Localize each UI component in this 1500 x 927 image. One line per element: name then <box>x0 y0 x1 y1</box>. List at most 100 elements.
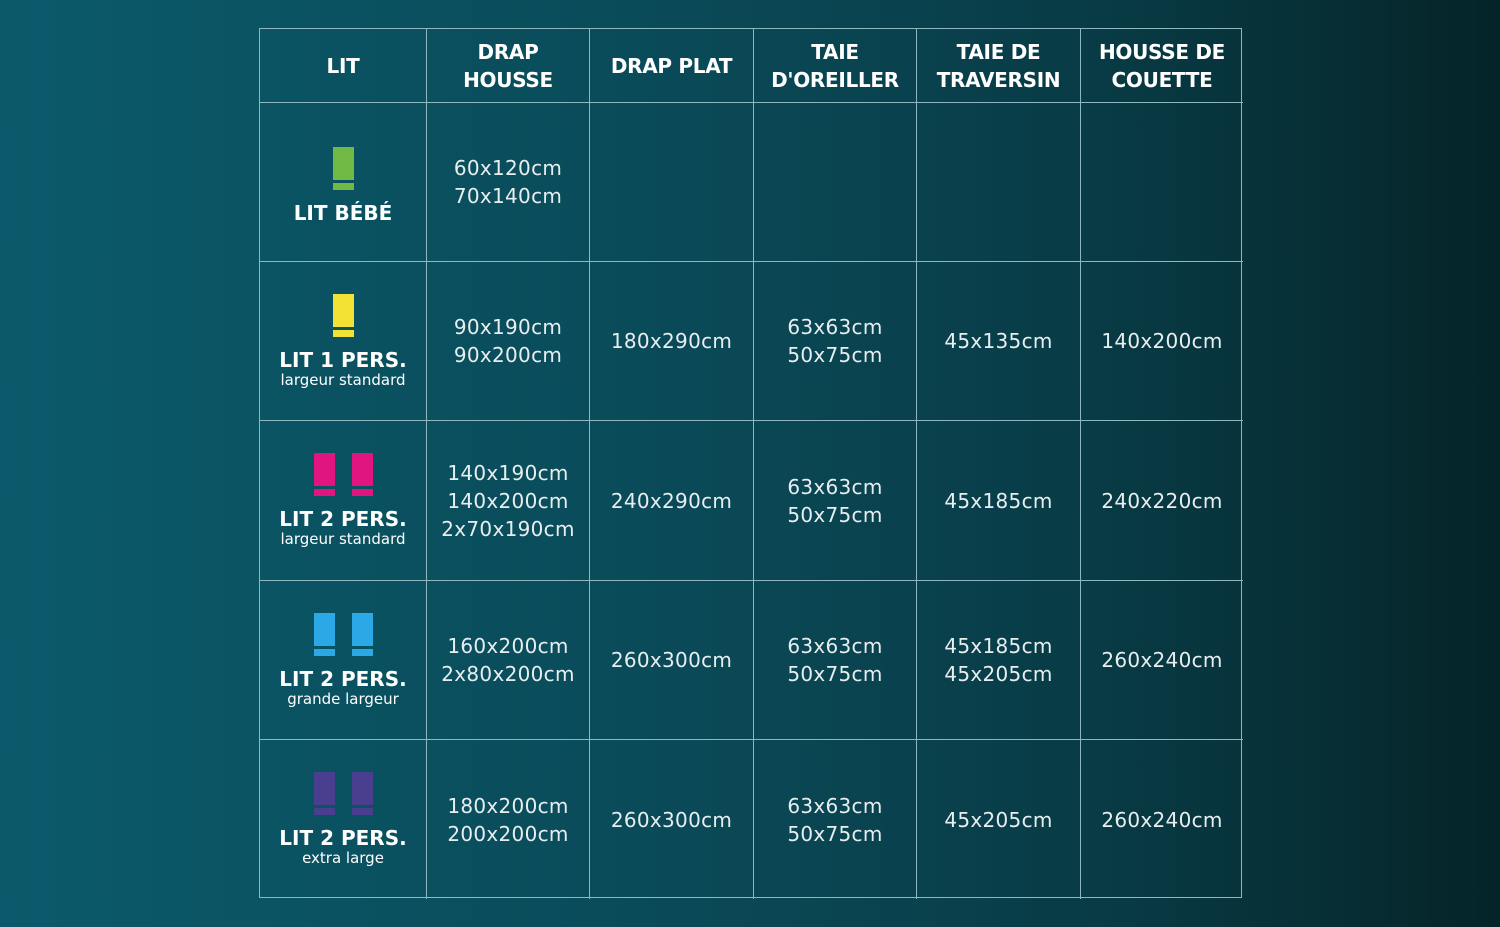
bed-footboard <box>313 489 335 496</box>
bed-footboard <box>351 808 373 815</box>
taie-traversin-cell: 45x185cm 45x205cm <box>917 581 1081 740</box>
drap-plat-cell: 180x290cm <box>590 262 754 421</box>
housse-couette-cell: 140x200cm <box>1081 262 1243 421</box>
housse-couette-cell: 240x220cm <box>1081 421 1243 581</box>
size-value: 90x190cm <box>453 315 563 339</box>
housse-couette-cell: 260x240cm <box>1081 581 1243 740</box>
bed-mattress <box>351 612 373 646</box>
size-value: 45x185cm <box>944 488 1053 513</box>
size-value: 63x63cm <box>787 793 883 818</box>
bed-footboard <box>313 648 335 656</box>
bed-type-cell: LIT BÉBÉ <box>260 103 427 262</box>
taie-oreiller-cell: 63x63cm 50x75cm <box>754 262 917 421</box>
bed-footboard <box>332 329 354 337</box>
bed-shape-icon <box>351 453 373 496</box>
bed-subtitle: extra large <box>302 849 384 867</box>
bed-mattress <box>351 772 373 805</box>
size-value: 50x75cm <box>787 502 883 527</box>
header-label: LIT <box>326 53 360 78</box>
size-value: 260x300cm <box>610 807 733 832</box>
size-value: 160x200cm <box>447 634 569 658</box>
size-value: 63x63cm <box>787 315 883 339</box>
drap-housse-cell: 160x200cm 2x80x200cm <box>427 581 590 740</box>
header-housse-couette: HOUSSE DE COUETTE <box>1081 29 1243 103</box>
bed-mattress <box>332 146 354 180</box>
header-label: TAIE DE TRAVERSIN <box>936 39 1061 92</box>
size-value: 180x200cm <box>447 793 569 818</box>
size-value: 45x205cm <box>944 807 1053 832</box>
size-value: 2x70x190cm <box>441 516 575 541</box>
bed-name: LIT BÉBÉ <box>293 200 393 225</box>
header-label: DRAP HOUSSE <box>463 39 553 92</box>
housse-couette-cell: 260x240cm <box>1081 740 1243 899</box>
housse-couette-cell <box>1081 103 1243 262</box>
taie-traversin-cell <box>917 103 1081 262</box>
taie-oreiller-cell: 63x63cm 50x75cm <box>754 740 917 899</box>
bed-mattress <box>313 453 335 486</box>
size-value: 63x63cm <box>787 474 883 499</box>
header-drap-housse: DRAP HOUSSE <box>427 29 590 103</box>
bed-linen-size-table: LIT DRAP HOUSSE DRAP PLAT TAIE D'OREILLER TA… <box>259 28 1243 899</box>
drap-plat-cell: 260x300cm <box>590 740 754 899</box>
size-value: 70x140cm <box>453 184 563 208</box>
bed-subtitle: grande largeur <box>287 689 399 708</box>
drap-plat-cell <box>590 103 754 262</box>
drap-housse-cell: 140x190cm 140x200cm 2x70x190cm <box>427 421 590 581</box>
header-taie-oreiller: TAIE D'OREILLER <box>754 29 917 103</box>
header-label: TAIE D'OREILLER <box>771 39 899 92</box>
bed-shape-icon <box>332 146 354 190</box>
size-value: 240x220cm <box>1101 488 1223 513</box>
bed-name: LIT 2 PERS. <box>279 507 407 531</box>
header-label: DRAP PLAT <box>610 53 733 78</box>
size-value: 260x300cm <box>610 648 733 672</box>
bed-mattress <box>332 293 354 327</box>
size-value: 50x75cm <box>787 821 883 846</box>
bed-footboard <box>332 182 354 190</box>
bed-subtitle: largeur standard <box>280 370 406 389</box>
bed-footboard <box>351 489 373 496</box>
drap-housse-cell: 180x200cm 200x200cm <box>427 740 590 899</box>
size-value: 180x290cm <box>610 329 733 353</box>
size-value: 90x200cm <box>453 343 563 367</box>
bed-type-cell: LIT 2 PERS. grande largeur <box>260 581 427 740</box>
bed-shape-icon <box>313 453 335 496</box>
bed-footboard <box>351 648 373 656</box>
size-value: 260x240cm <box>1101 807 1223 832</box>
bed-type-cell: LIT 1 PERS. largeur standard <box>260 262 427 421</box>
taie-oreiller-cell <box>754 103 917 262</box>
drap-plat-cell: 240x290cm <box>590 421 754 581</box>
bed-mattress <box>351 453 373 486</box>
size-value: 50x75cm <box>787 343 883 367</box>
size-value: 60x120cm <box>453 156 563 180</box>
bed-mattress <box>313 772 335 805</box>
bed-type-cell: LIT 2 PERS. largeur standard <box>260 421 427 581</box>
header-lit: LIT <box>260 29 427 103</box>
bed-footboard <box>313 808 335 815</box>
taie-oreiller-cell: 63x63cm 50x75cm <box>754 581 917 740</box>
bed-shape-icon <box>351 772 373 815</box>
double-bed-icon <box>313 453 373 496</box>
header-taie-traversin: TAIE DE TRAVERSIN <box>917 29 1081 103</box>
size-value: 140x200cm <box>447 488 569 513</box>
bed-name: LIT 1 PERS. <box>279 347 407 372</box>
bed-shape-icon <box>351 612 373 656</box>
taie-traversin-cell: 45x185cm <box>917 421 1081 581</box>
bed-name: LIT 2 PERS. <box>279 826 407 850</box>
size-value: 45x185cm <box>944 634 1053 658</box>
bed-shape-icon <box>332 293 354 337</box>
header-drap-plat: DRAP PLAT <box>590 29 754 103</box>
size-value: 260x240cm <box>1101 648 1223 672</box>
drap-housse-cell: 90x190cm 90x200cm <box>427 262 590 421</box>
size-value: 45x135cm <box>944 329 1053 353</box>
size-value: 140x190cm <box>447 460 569 485</box>
taie-traversin-cell: 45x135cm <box>917 262 1081 421</box>
taie-oreiller-cell: 63x63cm 50x75cm <box>754 421 917 581</box>
single-bed-icon <box>332 293 354 337</box>
bed-name: LIT 2 PERS. <box>279 666 407 691</box>
size-value: 50x75cm <box>787 662 883 686</box>
double-bed-icon <box>313 772 373 815</box>
bed-shape-icon <box>313 772 335 815</box>
bed-type-cell: LIT 2 PERS. extra large <box>260 740 427 899</box>
size-value: 63x63cm <box>787 634 883 658</box>
size-value: 240x290cm <box>610 488 733 513</box>
